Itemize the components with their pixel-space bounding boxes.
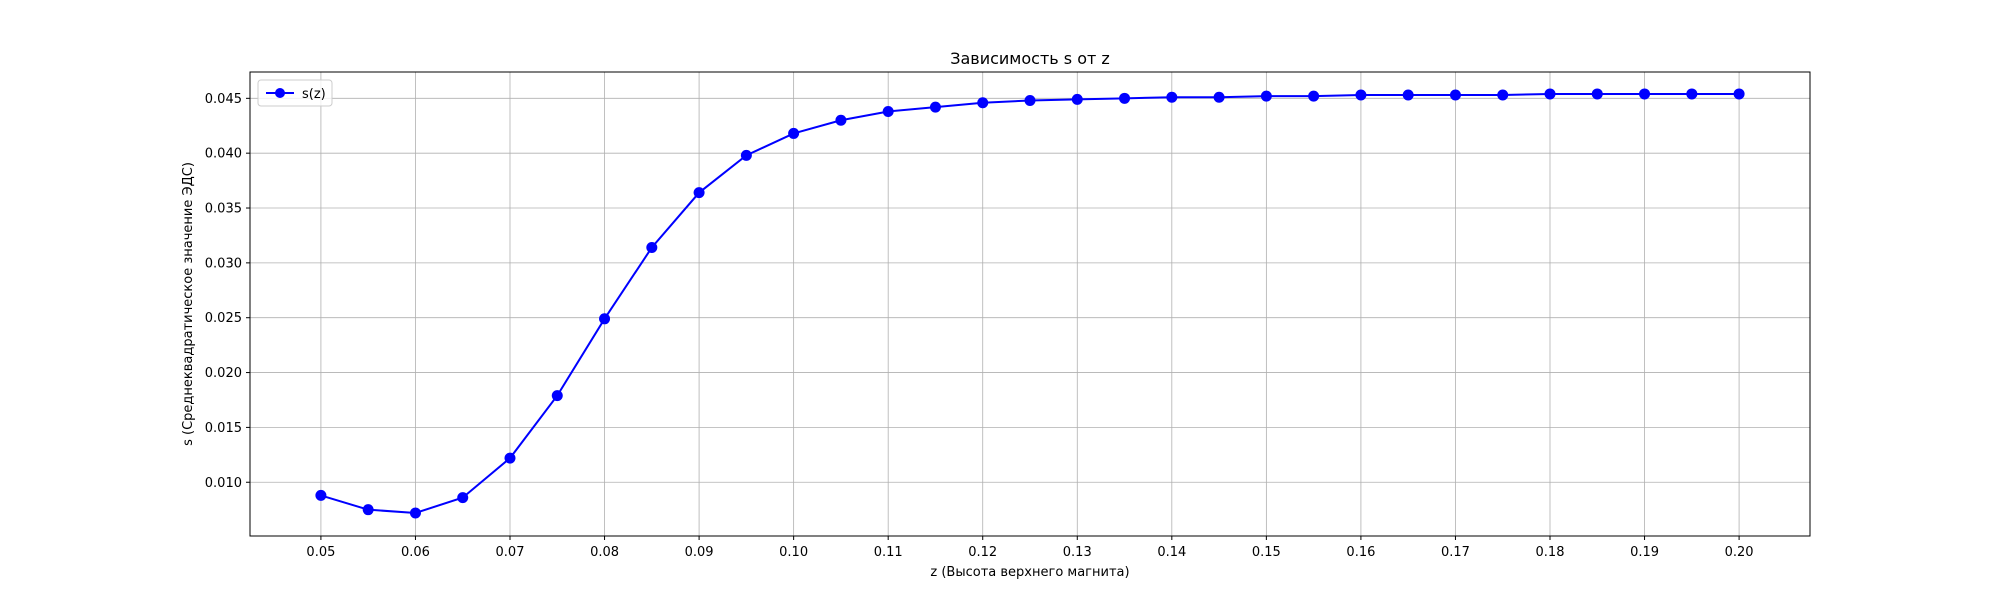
data-point: [599, 313, 611, 325]
chart-title: Зависимость s от z: [950, 49, 1110, 68]
data-point: [457, 492, 469, 504]
data-point: [882, 105, 894, 117]
x-tick-label: 0.14: [1157, 545, 1186, 560]
data-point: [1166, 91, 1178, 103]
data-point: [1449, 89, 1461, 101]
x-tick-label: 0.05: [306, 545, 335, 560]
data-point: [835, 114, 847, 126]
data-point: [1497, 89, 1509, 101]
y-tick-label: 0.035: [205, 202, 242, 217]
plot-frame: [249, 71, 1811, 537]
data-point: [1733, 88, 1745, 100]
data-point: [1213, 91, 1225, 103]
legend-box: [257, 79, 333, 107]
x-tick-label: 0.15: [1252, 545, 1281, 560]
data-point: [1686, 88, 1698, 100]
x-tick-label: 0.12: [968, 545, 997, 560]
data-point: [788, 127, 800, 139]
data-series: [315, 88, 1745, 519]
y-tick-label: 0.045: [205, 92, 242, 107]
x-tick-label: 0.20: [1725, 545, 1754, 560]
x-tick-label: 0.07: [496, 545, 525, 560]
data-point: [1308, 90, 1320, 102]
x-axis-label: z (Высота верхнего магнита): [930, 565, 1129, 580]
x-tick-label: 0.17: [1441, 545, 1470, 560]
data-point: [504, 452, 516, 464]
y-tick-label: 0.010: [205, 476, 242, 491]
data-point: [740, 149, 752, 161]
data-point: [362, 504, 374, 516]
data-point: [1260, 90, 1272, 102]
x-tick-label: 0.08: [590, 545, 619, 560]
data-point: [1402, 89, 1414, 101]
data-point: [646, 242, 658, 254]
axis-ticks: 0.05 0.06 0.07 0.08 0.09 0.10 0.11 0.12 0.13 0.14…: [205, 92, 1754, 560]
data-point: [315, 489, 327, 501]
data-point: [1544, 88, 1556, 100]
x-tick-label: 0.06: [401, 545, 430, 560]
legend-label: s(z): [302, 87, 326, 102]
x-tick-label: 0.13: [1063, 545, 1092, 560]
y-tick-label: 0.015: [205, 421, 242, 436]
y-tick-label: 0.020: [205, 366, 242, 381]
data-point: [693, 187, 705, 199]
data-point: [1639, 88, 1651, 100]
data-point: [551, 390, 563, 402]
data-point: [1591, 88, 1603, 100]
series-line: [320, 92, 1740, 514]
legend: s(z): [257, 79, 333, 107]
data-point: [1119, 92, 1131, 104]
data-point: [1355, 89, 1367, 101]
x-tick-label: 0.18: [1536, 545, 1565, 560]
y-axis-label: s (Среднеквадратическое значение ЭДС): [181, 162, 196, 446]
x-tick-label: 0.10: [779, 545, 808, 560]
data-point: [929, 101, 941, 113]
y-tick-label: 0.025: [205, 311, 242, 326]
data-point: [409, 507, 421, 519]
grid: [250, 72, 1810, 536]
x-tick-label: 0.16: [1346, 545, 1375, 560]
data-point: [1024, 95, 1036, 107]
data-point: [977, 97, 989, 109]
y-tick-label: 0.030: [205, 256, 242, 271]
x-tick-label: 0.11: [874, 545, 903, 560]
y-tick-label: 0.040: [205, 147, 242, 162]
x-tick-label: 0.19: [1630, 545, 1659, 560]
data-point: [1071, 93, 1083, 105]
x-tick-label: 0.09: [685, 545, 714, 560]
legend-marker: [275, 88, 285, 98]
